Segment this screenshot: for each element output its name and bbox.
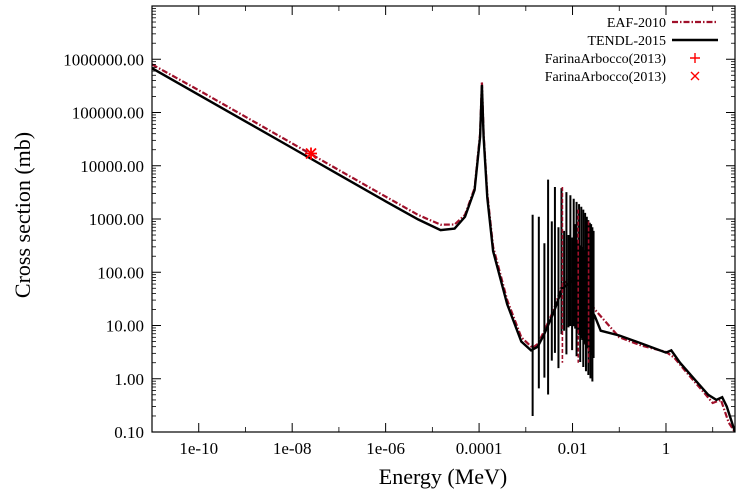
marker-cross <box>305 147 317 160</box>
legend-label: FarinaArbocco(2013) <box>545 70 667 85</box>
x-tick-label: 0.0001 <box>456 439 503 458</box>
y-axis-label: Cross section (mb) <box>10 132 35 298</box>
y-tick-label: 10.00 <box>106 317 144 336</box>
y-tick-label: 1000.00 <box>89 210 144 229</box>
x-axis-label: Energy (MeV) <box>379 464 508 489</box>
y-tick-label: 10000.00 <box>80 157 144 176</box>
series-group <box>152 63 735 432</box>
y-tick-label: 100.00 <box>97 263 144 282</box>
y-tick-label: 0.10 <box>114 423 144 442</box>
y-tick-label: 100000.00 <box>72 104 144 123</box>
legend-label: FarinaArbocco(2013) <box>545 52 667 67</box>
legend-label: TENDL-2015 <box>587 34 666 49</box>
legend-swatch-cross <box>690 71 700 81</box>
axes: 0.10 1.00 10.00 100.00 1000.00 10000.00 100000… <box>63 5 736 458</box>
y-tick-label: 1000000.00 <box>63 50 144 69</box>
legend-label: EAF-2010 <box>607 16 666 31</box>
x-tick-label: 0.01 <box>558 439 588 458</box>
x-tick-label: 1 <box>662 439 671 458</box>
legend-swatch-plus <box>690 53 700 63</box>
y-tick-label: 1.00 <box>114 370 144 389</box>
legend: EAF-2010 TENDL-2015 FarinaArbocco(2013) Far… <box>545 16 718 85</box>
plot-area <box>152 63 735 432</box>
series-line-tendl-2015 <box>152 67 735 432</box>
x-tick-label: 1e-06 <box>366 439 405 458</box>
x-tick-label: 1e-08 <box>273 439 312 458</box>
x-tick-label: 1e-10 <box>179 439 218 458</box>
series-line-eaf-2010 <box>152 63 735 432</box>
